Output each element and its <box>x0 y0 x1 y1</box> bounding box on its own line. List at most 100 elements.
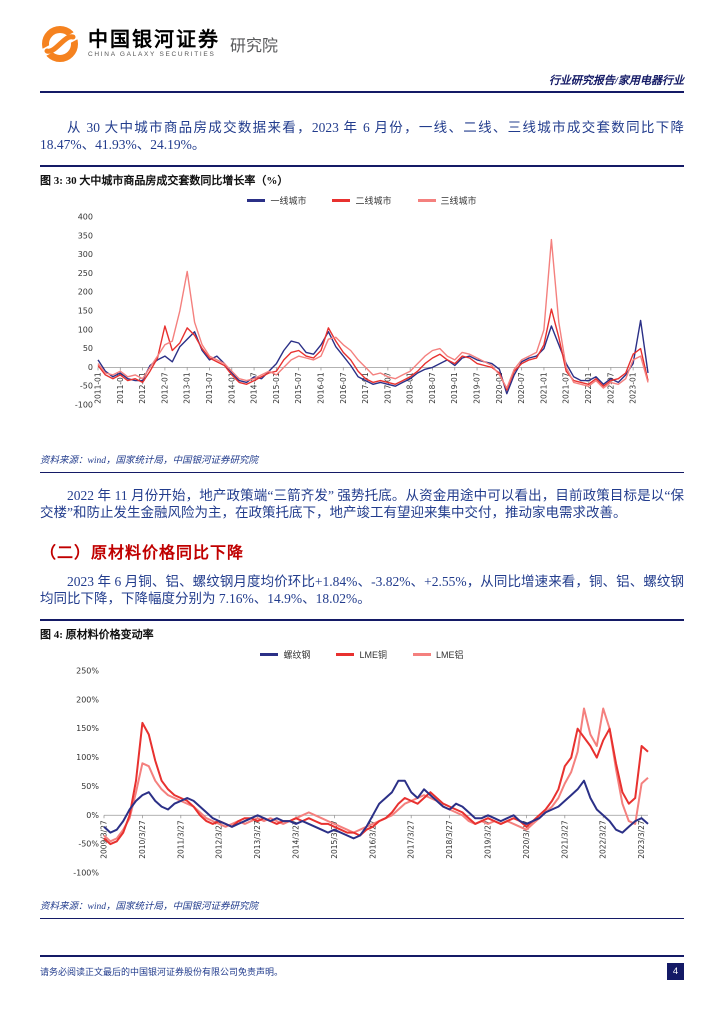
brand-name-en: CHINA GALAXY SECURITIES <box>88 51 216 58</box>
svg-text:2021-01: 2021-01 <box>539 372 548 404</box>
legend-item: 二线城市 <box>332 194 392 207</box>
legend-marker-icon <box>417 199 436 202</box>
footer-disclaimer: 请务必阅读正文最后的中国银河证券股份有限公司免责声明。 <box>40 967 284 977</box>
svg-text:2021/3/27: 2021/3/27 <box>560 820 569 859</box>
legend-label: LME铝 <box>436 650 464 660</box>
figure-4-chart-area: 250% 200% 150% 100% 50% 0% -50% -100% 2009/3/27 2… <box>40 661 684 893</box>
svg-text:2011-01: 2011-01 <box>94 372 103 404</box>
svg-text:2012/3/27: 2012/3/27 <box>215 820 224 859</box>
legend-marker-icon <box>336 653 355 656</box>
svg-text:2015-07: 2015-07 <box>294 372 303 404</box>
figure-4-title: 图 4: 原材料价格变动率 <box>40 629 154 641</box>
svg-text:300: 300 <box>78 250 93 259</box>
svg-text:150: 150 <box>78 307 93 316</box>
svg-text:2015/3/27: 2015/3/27 <box>330 820 339 859</box>
svg-text:100: 100 <box>78 325 93 334</box>
brand-institute-label: 研究院 <box>230 38 279 55</box>
svg-text:2011/3/27: 2011/3/27 <box>176 820 185 859</box>
svg-text:0: 0 <box>88 363 93 372</box>
figure-3: 图 3: 30 大中城市商品房成交套数同比增长率（%） 一线城市 二线城市 三线城市… <box>40 165 684 473</box>
svg-text:2014-07: 2014-07 <box>250 372 259 404</box>
svg-text:2012-01: 2012-01 <box>138 372 147 404</box>
header: 中国银河证券 CHINA GALAXY SECURITIES 研究院 <box>40 0 684 64</box>
header-divider <box>40 91 684 93</box>
svg-text:50: 50 <box>83 344 93 353</box>
legend-item: 一线城市 <box>247 194 306 207</box>
svg-text:2020/3/27: 2020/3/27 <box>522 820 531 859</box>
svg-text:100%: 100% <box>76 753 99 762</box>
svg-text:2013-01: 2013-01 <box>183 372 192 404</box>
body-paragraph-2: 2022 年 11 月份开始，地产政策端“三箭齐发” 强势托底。从资金用途中可以… <box>40 488 684 520</box>
svg-text:2016/3/27: 2016/3/27 <box>368 820 377 859</box>
svg-text:-100%: -100% <box>73 869 99 878</box>
legend-item: LME铝 <box>413 648 464 661</box>
svg-text:2017-07: 2017-07 <box>383 372 392 404</box>
svg-text:2014-01: 2014-01 <box>227 372 236 404</box>
svg-text:2023/3/27: 2023/3/27 <box>637 820 646 859</box>
svg-text:2023-01: 2023-01 <box>629 372 638 404</box>
svg-text:200: 200 <box>78 288 93 297</box>
brand-name-cn: 中国银河证券 <box>88 29 220 51</box>
svg-text:2017/3/27: 2017/3/27 <box>407 820 416 859</box>
svg-text:2010/3/27: 2010/3/27 <box>138 820 147 859</box>
svg-text:2022/3/27: 2022/3/27 <box>599 820 608 859</box>
svg-text:2018-01: 2018-01 <box>406 372 415 404</box>
svg-text:2015-01: 2015-01 <box>272 372 281 404</box>
legend-marker-icon <box>260 653 279 656</box>
svg-text:200%: 200% <box>76 695 99 704</box>
figure-3-chart-area: 400 350 300 250 200 150 100 50 0 -50 -100 2011-01 20… <box>40 207 684 447</box>
page-number-badge: 4 <box>667 963 684 980</box>
svg-text:400: 400 <box>78 213 93 222</box>
svg-text:250: 250 <box>78 269 93 278</box>
body-paragraph-3: 2023 年 6 月铜、铝、螺纹钢月度均价环比+1.84%、-3.82%、+2.… <box>40 574 684 606</box>
svg-text:2022-07: 2022-07 <box>606 372 615 404</box>
svg-text:2011-07: 2011-07 <box>116 372 125 404</box>
svg-text:2019-01: 2019-01 <box>450 372 459 404</box>
svg-text:250%: 250% <box>76 667 99 676</box>
footer-divider <box>40 955 684 957</box>
svg-text:2016-01: 2016-01 <box>316 372 325 404</box>
svg-text:2022-01: 2022-01 <box>584 372 593 404</box>
body-paragraph-1: 从 30 大中城市商品房成交数据来看，2023 年 6 月份，一线、二线、三线城… <box>40 120 684 152</box>
svg-text:2013/3/27: 2013/3/27 <box>253 820 262 859</box>
svg-text:2016-07: 2016-07 <box>339 372 348 404</box>
legend-label: 三线城市 <box>440 196 477 206</box>
report-type-label: 行业研究报告/家用电器行业 <box>548 75 684 87</box>
svg-text:50%: 50% <box>81 782 99 791</box>
svg-text:2020-01: 2020-01 <box>495 372 504 404</box>
legend-label: 螺纹钢 <box>283 650 311 660</box>
brand-text: 中国银河证券 CHINA GALAXY SECURITIES <box>88 29 220 59</box>
svg-text:2019/3/27: 2019/3/27 <box>484 820 493 859</box>
legend-item: LME铜 <box>336 648 387 661</box>
figure-4-legend: 螺纹钢 LME铜 LME铝 <box>40 648 684 661</box>
figure-4-source: 资料来源：wind，国家统计局，中国银河证券研究院 <box>40 902 258 912</box>
figure-3-source: 资料来源：wind，国家统计局，中国银河证券研究院 <box>40 456 258 466</box>
figure-3-title: 图 3: 30 大中城市商品房成交套数同比增长率（%） <box>40 175 289 187</box>
legend-marker-icon <box>332 199 351 202</box>
svg-text:2019-07: 2019-07 <box>473 372 482 404</box>
svg-text:2013-07: 2013-07 <box>205 372 214 404</box>
svg-text:2018/3/27: 2018/3/27 <box>445 820 454 859</box>
svg-text:2012-07: 2012-07 <box>160 372 169 404</box>
svg-text:2021-07: 2021-07 <box>562 372 571 404</box>
legend-item: 三线城市 <box>417 194 477 207</box>
galaxy-logo-icon <box>40 26 80 62</box>
svg-text:-50%: -50% <box>78 840 99 849</box>
figure-4: 图 4: 原材料价格变动率 螺纹钢 LME铜 LME铝 250% 200% 150% 10… <box>40 619 684 919</box>
svg-text:-100: -100 <box>75 401 93 410</box>
legend-marker-icon <box>413 653 431 656</box>
legend-label: 一线城市 <box>270 196 307 206</box>
footer: 请务必阅读正文最后的中国银河证券股份有限公司免责声明。 4 <box>40 955 684 980</box>
svg-text:-50: -50 <box>80 382 93 391</box>
figure-4-line-chart: 250%200%150%100%50%0%-50%-100%2009/3/27 2… <box>73 667 649 878</box>
svg-text:2017-01: 2017-01 <box>361 372 370 404</box>
legend-item: 螺纹钢 <box>260 648 310 661</box>
legend-label: LME铜 <box>359 650 387 660</box>
section-2-heading: （二）原材料价格同比下降 <box>40 545 245 562</box>
svg-text:350: 350 <box>78 231 93 240</box>
svg-text:2014/3/27: 2014/3/27 <box>292 820 301 859</box>
svg-text:2020-07: 2020-07 <box>517 372 526 404</box>
figure-3-legend: 一线城市 二线城市 三线城市 <box>40 194 684 207</box>
